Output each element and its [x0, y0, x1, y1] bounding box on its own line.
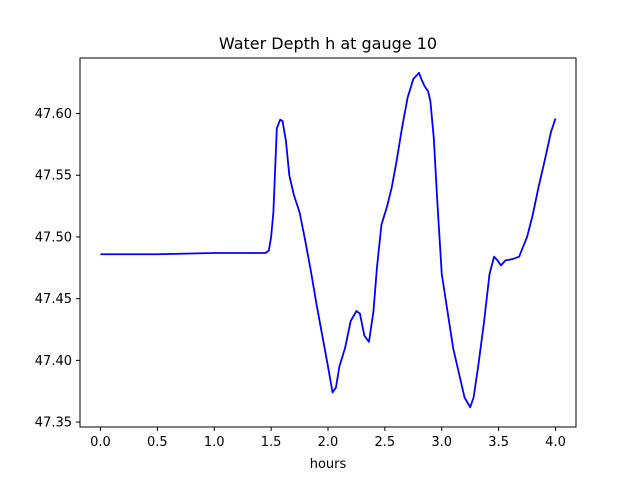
x-axis: 0.0 0.5 1.0 1.5 2.0 2.5 3.0 3.5 4.0 — [90, 427, 566, 450]
y-tick-label: 47.50 — [35, 230, 72, 245]
x-tick-label: 2.0 — [318, 435, 339, 450]
y-tick-label: 47.45 — [35, 292, 72, 307]
x-tick-label: 3.5 — [488, 435, 509, 450]
x-tick-label: 0.5 — [147, 435, 168, 450]
y-axis: 47.35 47.40 47.45 47.50 47.55 47.60 — [35, 107, 80, 431]
x-tick-label: 1.0 — [204, 435, 225, 450]
x-axis-label: hours — [310, 457, 347, 472]
series-line — [100, 71, 557, 409]
plot-area — [79, 57, 577, 428]
x-tick-label: 1.5 — [261, 435, 282, 450]
x-tick-label: 4.0 — [545, 435, 566, 450]
y-tick-label: 47.55 — [35, 169, 72, 184]
x-tick-label: 3.0 — [431, 435, 452, 450]
y-tick-label: 47.60 — [35, 107, 72, 122]
x-tick-label: 0.0 — [90, 435, 111, 450]
y-tick-label: 47.35 — [35, 416, 72, 431]
x-tick-label: 2.5 — [375, 435, 396, 450]
chart-title: Water Depth h at gauge 10 — [219, 34, 437, 53]
y-tick-label: 47.40 — [35, 354, 72, 369]
